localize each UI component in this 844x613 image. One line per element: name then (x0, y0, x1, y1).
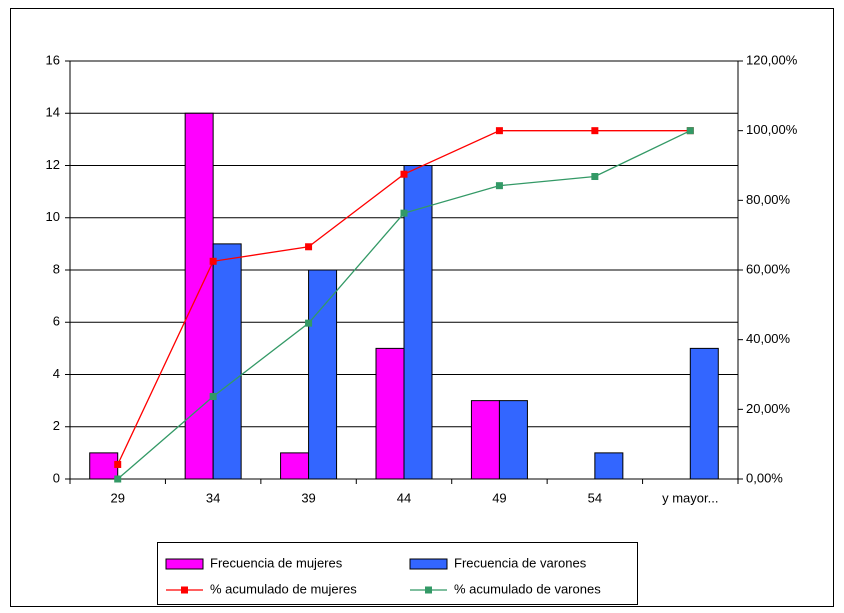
y-tick-label: 6 (53, 314, 60, 329)
y-tick-label: 16 (46, 52, 60, 67)
bar (594, 452, 624, 480)
marker (305, 243, 313, 251)
legend-marker (181, 586, 188, 594)
y-tick-label: 4 (53, 366, 60, 381)
marker (209, 257, 217, 265)
y-tick-label: 2 (53, 418, 60, 433)
bar (89, 452, 119, 480)
bar (403, 165, 433, 480)
bar (375, 347, 405, 480)
legend-label: % acumulado de varones (454, 581, 601, 596)
bar (212, 243, 242, 480)
legend-label: % acumulado de mujeres (210, 581, 357, 596)
legend-label: Frecuencia de mujeres (210, 555, 343, 570)
y-tick-label: 12 (46, 157, 60, 172)
marker (305, 319, 313, 327)
x-tick-label: 54 (588, 490, 602, 505)
y2-tick-label: 20,00% (746, 401, 791, 416)
bar (498, 400, 528, 480)
y2-tick-label: 120,00% (746, 52, 798, 67)
legend-marker (425, 586, 432, 594)
legend-box (157, 542, 638, 605)
bar (184, 112, 214, 480)
marker (400, 209, 408, 217)
y-tick-label: 0 (53, 470, 60, 485)
x-tick-label: 29 (110, 490, 124, 505)
y-tick-label: 8 (53, 261, 60, 276)
marker (591, 173, 599, 181)
y-tick-label: 14 (46, 105, 60, 120)
marker (400, 170, 408, 178)
legend-label: Frecuencia de varones (454, 555, 587, 570)
marker (495, 127, 503, 135)
legend-swatch (165, 558, 204, 570)
marker (114, 460, 122, 468)
y2-tick-label: 0,00% (746, 470, 783, 485)
marker (686, 127, 694, 135)
legend-swatch (409, 558, 448, 570)
marker (495, 182, 503, 190)
marker (591, 127, 599, 135)
y2-tick-label: 100,00% (746, 122, 798, 137)
x-tick-label: 39 (301, 490, 315, 505)
bar (280, 452, 310, 480)
y2-tick-label: 60,00% (746, 261, 791, 276)
y-tick-label: 10 (46, 209, 60, 224)
x-tick-label: 49 (492, 490, 506, 505)
x-tick-label: 34 (206, 490, 220, 505)
x-tick-label: 44 (397, 490, 411, 505)
bar (308, 269, 338, 480)
marker (209, 393, 217, 401)
x-tick-label: y mayor... (662, 490, 718, 505)
bar (470, 400, 500, 480)
bar (689, 347, 719, 480)
marker (114, 475, 122, 483)
y2-tick-label: 40,00% (746, 331, 791, 346)
y2-tick-label: 80,00% (746, 192, 791, 207)
